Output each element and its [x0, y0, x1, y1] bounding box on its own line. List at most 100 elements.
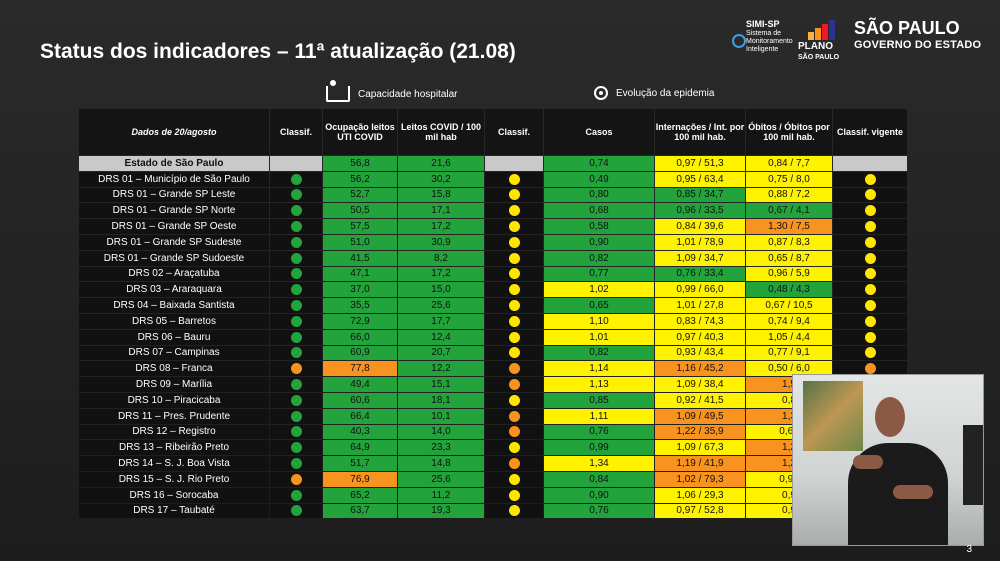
uti-occupancy: 37,0 — [323, 282, 397, 298]
casos: 0,77 — [544, 266, 654, 282]
leitos-header: Leitos COVID / 100 mil hab — [398, 109, 484, 155]
region-name: DRS 16 – Sorocaba — [79, 487, 269, 503]
uti-occupancy: 41,5 — [323, 250, 397, 266]
classif-epidemic — [485, 471, 543, 487]
simi-logo: SIMI-SP Sistema de Monitoramento Intelig… — [732, 20, 796, 54]
classif-hospital — [270, 266, 322, 282]
date-header: Dados de 20/agosto — [79, 109, 269, 155]
status-dot-icon — [864, 315, 876, 327]
casos: 0,76 — [544, 424, 654, 440]
governo-sp-logo: SÃO PAULO GOVERNO DO ESTADO — [854, 19, 981, 54]
internacoes: 0,95 / 63,4 — [655, 171, 745, 187]
casos: 1,34 — [544, 456, 654, 471]
table-row: DRS 10 – Piracicaba 60,6 18,1 0,85 0,92 / 41… — [79, 392, 907, 408]
leitos-per-100k: 21,6 — [398, 156, 484, 171]
internacoes: 0,97 / 40,3 — [655, 329, 745, 345]
leitos-per-100k: 10,1 — [398, 408, 484, 424]
classif-vigente — [833, 313, 907, 329]
classif-hospital — [270, 377, 322, 392]
table-row: DRS 01 – Grande SP Sudoeste 41,5 8,2 0,82 1,… — [79, 250, 907, 266]
status-dot-icon — [508, 300, 520, 311]
classif-hospital — [270, 234, 322, 250]
casos: 1,01 — [544, 329, 654, 345]
internacoes: 0,97 / 52,8 — [655, 503, 745, 519]
obitos: 0,96 / 5,9 — [746, 266, 832, 282]
uti-occupancy: 51,0 — [323, 234, 397, 250]
status-dot-icon — [508, 442, 520, 454]
leitos-per-100k: 15,1 — [398, 377, 484, 392]
uti-occupancy: 66,4 — [323, 408, 397, 424]
classif-hospital — [270, 203, 322, 219]
classif-hospital — [270, 345, 322, 361]
internacoes: 0,85 / 34,7 — [655, 187, 745, 203]
uti-occupancy: 65,2 — [323, 487, 397, 503]
casos-header: Casos — [544, 109, 654, 155]
uti-occupancy: 35,5 — [323, 298, 397, 313]
internacoes: 0,92 / 41,5 — [655, 392, 745, 408]
status-dot-icon — [290, 347, 302, 359]
uti-occupancy: 60,6 — [323, 392, 397, 408]
obitos: 0,50 / 6,0 — [746, 361, 832, 377]
region-name: DRS 01 – Grande SP Sudoeste — [79, 250, 269, 266]
status-dot-icon — [290, 442, 302, 454]
classif-hospital — [270, 156, 322, 171]
uti-occupancy: 50,5 — [323, 203, 397, 219]
classif-epidemic — [485, 392, 543, 408]
status-dot-icon — [290, 457, 302, 469]
status-dot-icon — [290, 252, 302, 264]
region-name: DRS 01 – Município de São Paulo — [79, 171, 269, 187]
classif-epidemic — [485, 487, 543, 503]
casos: 1,14 — [544, 361, 654, 377]
classif-vigente — [833, 156, 907, 171]
classif-epidemic — [485, 440, 543, 456]
classif-vigente — [833, 345, 907, 361]
classif-vigente — [833, 329, 907, 345]
uti-occupancy: 63,7 — [323, 503, 397, 519]
group-hospital: Capacidade hospitalar — [326, 80, 458, 102]
region-name: DRS 04 – Baixada Santista — [79, 298, 269, 313]
obitos: 0,67 / 10,5 — [746, 298, 832, 313]
region-name: DRS 02 – Araçatuba — [79, 266, 269, 282]
region-name: DRS 09 – Marília — [79, 377, 269, 392]
region-name: DRS 12 – Registro — [79, 424, 269, 440]
internacoes: 0,84 / 39,6 — [655, 219, 745, 234]
leitos-per-100k: 19,3 — [398, 503, 484, 519]
region-name: DRS 03 – Araraquara — [79, 282, 269, 298]
simi-mark-icon — [732, 34, 746, 48]
leitos-per-100k: 30,2 — [398, 171, 484, 187]
internacoes: 1,09 / 49,5 — [655, 408, 745, 424]
classif-hospital — [270, 408, 322, 424]
internacoes: 0,97 / 51,3 — [655, 156, 745, 171]
classif-epidemic — [485, 503, 543, 519]
region-name: DRS 11 – Pres. Prudente — [79, 408, 269, 424]
table-row: DRS 01 – Grande SP Oeste 57,5 17,2 0,58 0,84… — [79, 219, 907, 234]
status-dot-icon — [508, 410, 520, 422]
classif-epidemic — [485, 377, 543, 392]
obitos: 1,05 / 4,4 — [746, 329, 832, 345]
internacoes-header: Internações / Int. por 100 mil hab. — [655, 109, 745, 155]
classif-vigente — [833, 203, 907, 219]
plano-sp-logo: PLANO SÃO PAULO — [798, 18, 842, 62]
region-name: DRS 17 – Taubaté — [79, 503, 269, 519]
uti-header: Ocupação leitos UTI COVID — [323, 109, 397, 155]
status-dot-icon — [508, 426, 520, 438]
status-dot-icon — [290, 473, 302, 485]
region-name: DRS 14 – S. J. Boa Vista — [79, 456, 269, 471]
internacoes: 1,09 / 38,4 — [655, 377, 745, 392]
obitos: 0,67 / 4,1 — [746, 203, 832, 219]
classif-vigente — [833, 250, 907, 266]
simi-sub: Sistema de Monitoramento Inteligente — [746, 30, 793, 53]
leitos-per-100k: 15,8 — [398, 187, 484, 203]
status-dot-icon — [508, 378, 520, 390]
status-dot-icon — [290, 489, 302, 501]
internacoes: 0,96 / 33,5 — [655, 203, 745, 219]
classif-hospital — [270, 298, 322, 313]
casos: 0,68 — [544, 203, 654, 219]
status-dot-icon — [290, 221, 302, 233]
status-dot-icon — [508, 221, 520, 233]
classif-hospital — [270, 456, 322, 471]
classif-vigente — [833, 171, 907, 187]
table-row: DRS 14 – S. J. Boa Vista 51,7 14,8 1,34 1,19… — [79, 456, 907, 471]
interpreter-head — [875, 397, 905, 437]
status-dot-icon — [864, 252, 876, 264]
